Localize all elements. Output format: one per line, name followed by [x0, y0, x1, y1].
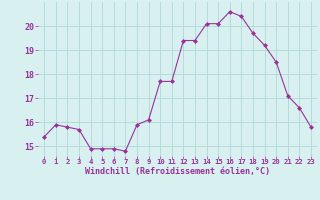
X-axis label: Windchill (Refroidissement éolien,°C): Windchill (Refroidissement éolien,°C): [85, 167, 270, 176]
